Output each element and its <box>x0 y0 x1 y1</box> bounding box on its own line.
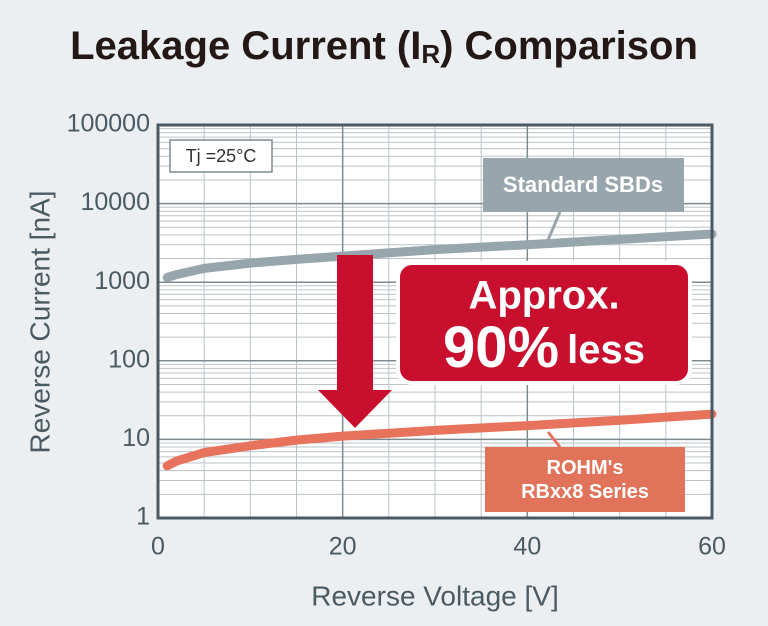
plot-frame <box>156 123 714 520</box>
x-tick-label: 40 <box>513 533 541 561</box>
callout-text: 90% less <box>443 315 645 380</box>
callout-box <box>396 261 692 385</box>
condition-label: Tj =25°C <box>186 146 257 166</box>
title-part: Leakage Current (I <box>70 24 421 68</box>
y-tick-label: 10 <box>122 424 150 452</box>
y-tick-label: 1000 <box>94 267 150 295</box>
x-tick-label: 20 <box>329 533 357 561</box>
y-tick-label: 1 <box>136 503 150 531</box>
x-tick-label: 60 <box>698 533 726 561</box>
callout-text: less <box>567 328 645 372</box>
y-tick-label: 100 <box>108 345 150 373</box>
callout-number: 90% <box>443 315 559 380</box>
chart-title: Leakage Current (IR) Comparison <box>70 24 698 69</box>
x-tick-label: 0 <box>151 533 165 561</box>
y-tick-label: 10000 <box>80 188 150 216</box>
series-label: Standard SBDs <box>503 172 663 197</box>
series-label: ROHM's RBxx8 Series <box>521 456 649 503</box>
title-part: ) Comparison <box>440 24 698 68</box>
callout-text: Approx. <box>468 274 619 318</box>
arrow-head <box>318 390 392 428</box>
y-tick-label: 100000 <box>67 110 150 138</box>
series-label-box: ROHM's RBxx8 Series <box>485 447 685 512</box>
series-label-box <box>483 158 684 212</box>
condition-box <box>169 139 273 173</box>
y-axis-label: Reverse Current [nA] <box>24 191 55 454</box>
leader-line <box>546 431 562 448</box>
series-line <box>162 409 717 471</box>
x-axis-label: Reverse Voltage [V] <box>311 580 558 611</box>
leader-line <box>546 211 562 241</box>
series-line <box>162 229 717 282</box>
arrow-shaft <box>337 255 373 392</box>
title-subscript: R <box>421 39 440 69</box>
